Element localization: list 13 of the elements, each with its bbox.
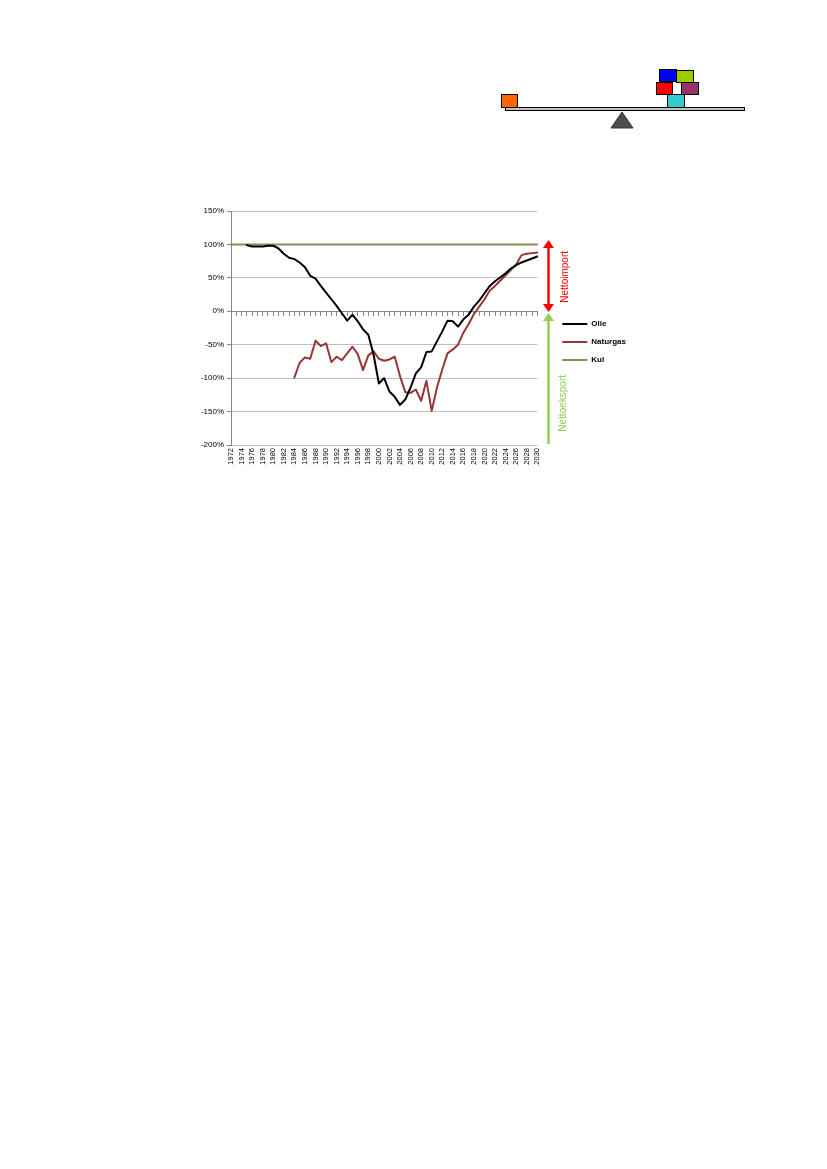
legend-label: Naturgas [591,337,627,347]
text: Nettoeksport [557,375,568,432]
y-tick-label: -150% [200,406,224,416]
y-tick-label: -200% [200,440,224,450]
y-tick-label: 0% [212,306,224,316]
y-tick-label: 50% [207,273,224,283]
legend-label: Kul [591,355,605,365]
text: Nettoimport [559,251,570,303]
y-tick-label: 100% [203,239,224,249]
y-tick-label: 150% [203,206,224,216]
y-tick-label: -100% [200,373,224,383]
legend-label: Olie [591,319,607,329]
y-tick-label: -50% [205,339,224,349]
